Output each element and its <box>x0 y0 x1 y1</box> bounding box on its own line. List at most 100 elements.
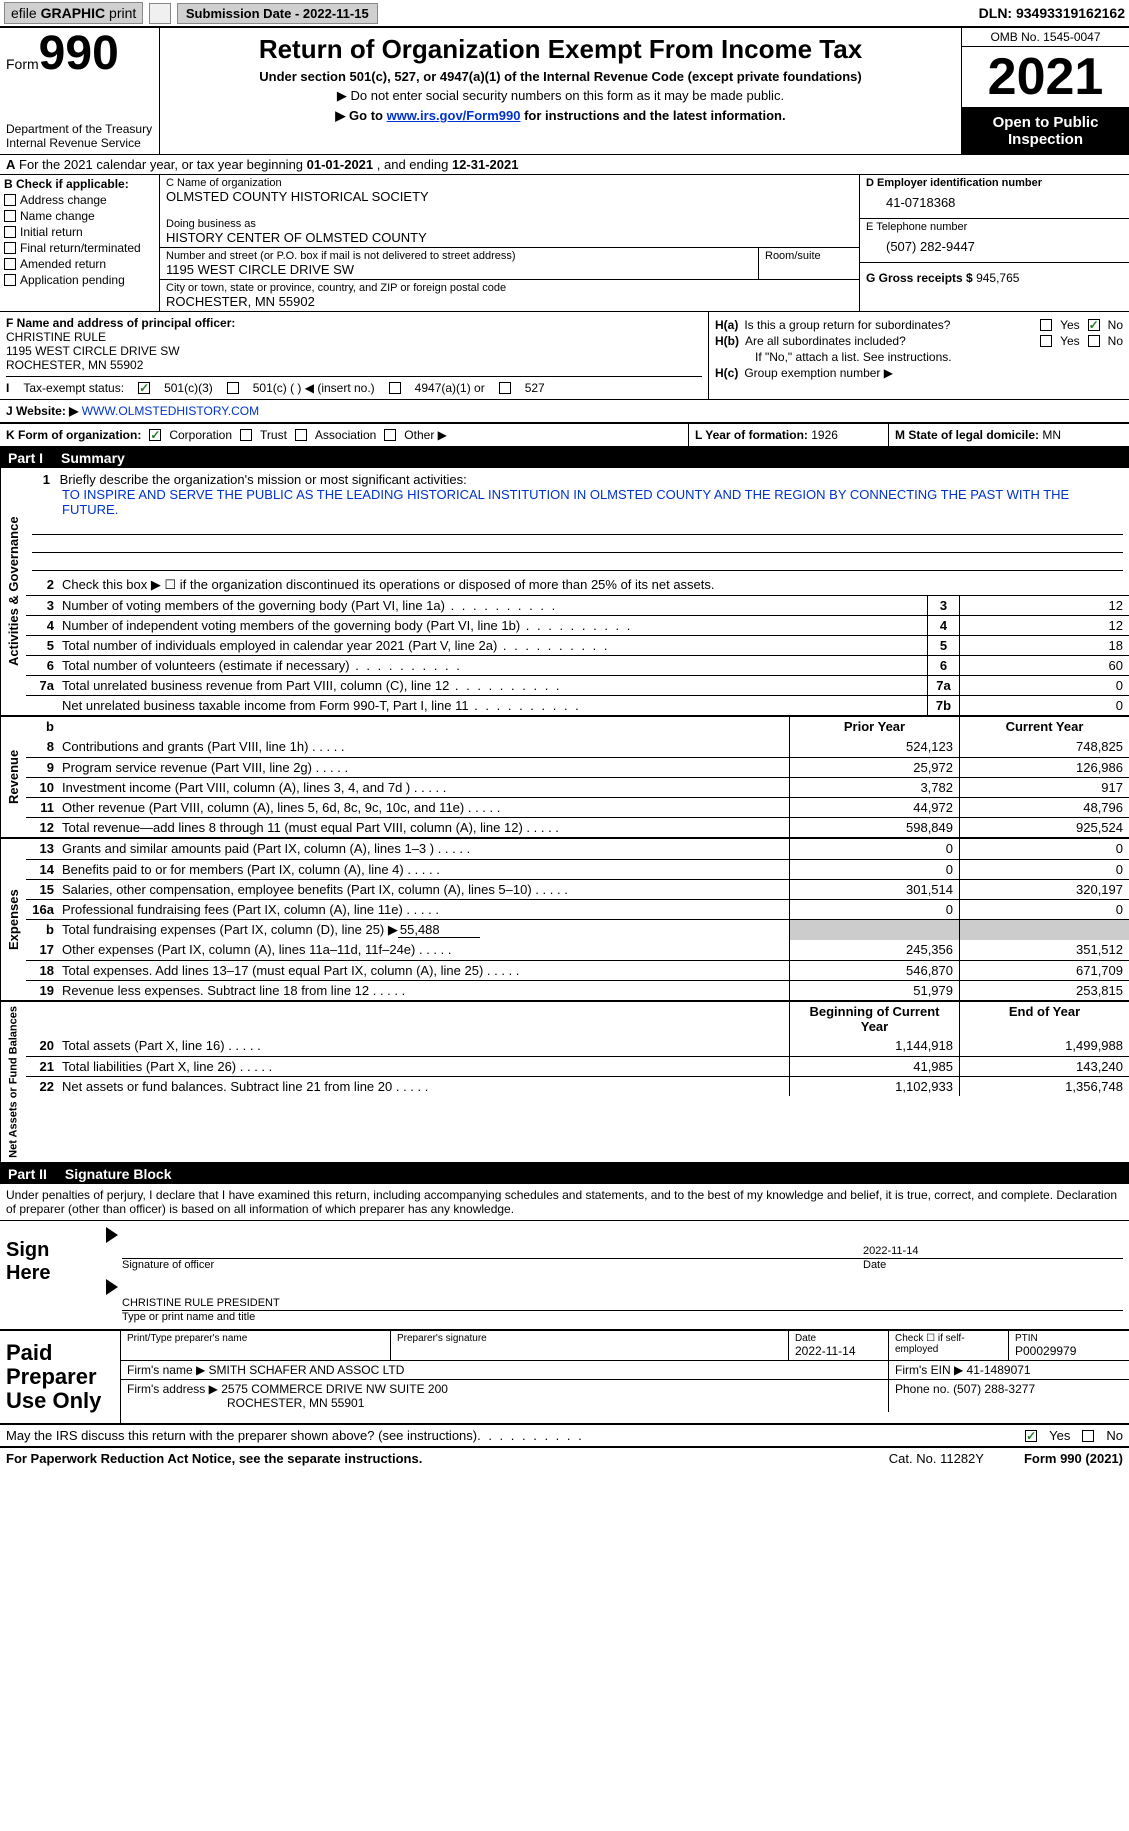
chk-501c[interactable] <box>227 382 239 394</box>
row-desc: Investment income (Part VIII, column (A)… <box>58 778 789 797</box>
chk-final-return[interactable]: Final return/terminated <box>4 241 155 255</box>
officer-typed-name: CHRISTINE RULE PRESIDENT <box>122 1297 1123 1309</box>
prep-ptin: P00029979 <box>1015 1344 1123 1358</box>
ha-no[interactable] <box>1088 319 1100 331</box>
hb-note: If "No," attach a list. See instructions… <box>755 350 952 364</box>
expenses-body: 13 Grants and similar amounts paid (Part… <box>26 839 1129 1000</box>
chk-527[interactable] <box>499 382 511 394</box>
ha-yes[interactable] <box>1040 319 1052 331</box>
sections-klm: K Form of organization: Corporation Trus… <box>0 424 1129 448</box>
data-row: 11 Other revenue (Part VIII, column (A),… <box>26 797 1129 817</box>
chk-501c3[interactable] <box>138 382 150 394</box>
mission-line1 <box>32 519 1123 535</box>
firm-ein-label: Firm's EIN ▶ <box>895 1363 963 1377</box>
i-text: Tax-exempt status: <box>23 381 124 395</box>
gov-desc: Number of independent voting members of … <box>58 616 927 635</box>
part-ii-header: Part II Signature Block <box>0 1164 1129 1184</box>
row-current: 126,986 <box>959 758 1129 777</box>
row-prior: 44,972 <box>789 798 959 817</box>
sign-arrow-2 <box>106 1279 118 1295</box>
l-val: 1926 <box>811 428 838 442</box>
revenue-label: Revenue <box>0 717 26 837</box>
governance-row: 5 Total number of individuals employed i… <box>26 635 1129 655</box>
discuss-yes[interactable] <box>1025 1430 1037 1442</box>
exp-b-pre: Total fundraising expenses (Part IX, col… <box>62 922 398 937</box>
opt-501c3: 501(c)(3) <box>164 381 213 395</box>
hb-no-lbl: No <box>1108 334 1123 348</box>
prep-print-label: Print/Type preparer's name <box>127 1333 384 1344</box>
row-current: 917 <box>959 778 1129 797</box>
expenses-grid: Expenses 13 Grants and similar amounts p… <box>0 839 1129 1002</box>
form-note-link: ▶ Go to www.irs.gov/Form990 for instruct… <box>170 108 951 124</box>
row-current: 1,499,988 <box>959 1036 1129 1056</box>
row-num: 12 <box>26 818 58 837</box>
lbl-name-change: Name change <box>20 209 95 223</box>
ha-no-lbl: No <box>1108 318 1123 332</box>
chk-address-change[interactable]: Address change <box>4 193 155 207</box>
chk-pending[interactable]: Application pending <box>4 273 155 287</box>
sign-arrow-1 <box>106 1227 118 1243</box>
dba-label: Doing business as <box>166 218 853 230</box>
netassets-body: Beginning of Current Year End of Year 20… <box>26 1002 1129 1162</box>
cell-street: Number and street (or P.O. box if mail i… <box>160 248 859 280</box>
hb-yes[interactable] <box>1040 335 1052 347</box>
row-prior: 524,123 <box>789 737 959 757</box>
governance-row: 3 Number of voting members of the govern… <box>26 595 1129 615</box>
chk-other[interactable] <box>384 429 396 441</box>
section-k: K Form of organization: Corporation Trus… <box>0 424 689 446</box>
firm-phone: (507) 288-3277 <box>953 1382 1035 1396</box>
governance-body: 1 Briefly describe the organization's mi… <box>26 468 1129 715</box>
row-num: 16a <box>26 900 58 919</box>
chk-amended[interactable]: Amended return <box>4 257 155 271</box>
discuss-dots <box>477 1428 584 1443</box>
chk-corp[interactable] <box>149 429 161 441</box>
governance-row: 6 Total number of volunteers (estimate i… <box>26 655 1129 675</box>
chk-assoc[interactable] <box>295 429 307 441</box>
h-c: H(c) Group exemption number ▶ <box>715 366 1123 380</box>
row-current: 748,825 <box>959 737 1129 757</box>
data-row: 21 Total liabilities (Part X, line 26) 4… <box>26 1056 1129 1076</box>
gov-num: 5 <box>26 636 58 655</box>
row-num: 15 <box>26 880 58 899</box>
boy-header: Beginning of Current Year <box>789 1002 959 1036</box>
prep-line-3: Firm's address ▶ 2575 COMMERCE DRIVE NW … <box>121 1380 1129 1412</box>
governance-row: 4 Number of independent voting members o… <box>26 615 1129 635</box>
expenses-label: Expenses <box>0 839 26 1000</box>
irs-link[interactable]: www.irs.gov/Form990 <box>387 108 521 123</box>
discuss-no[interactable] <box>1082 1430 1094 1442</box>
exp-b-num: b <box>26 920 58 940</box>
chk-trust[interactable] <box>240 429 252 441</box>
data-row: 9 Program service revenue (Part VIII, li… <box>26 757 1129 777</box>
officer-city: ROCHESTER, MN 55902 <box>6 358 143 372</box>
row-prior: 1,102,933 <box>789 1077 959 1096</box>
expenses-b-row: b Total fundraising expenses (Part IX, c… <box>26 919 1129 940</box>
omb-number: OMB No. 1545-0047 <box>962 28 1129 47</box>
row-prior: 546,870 <box>789 961 959 980</box>
section-d: D Employer identification number 41-0718… <box>859 175 1129 311</box>
gov-box: 5 <box>927 636 959 655</box>
opt-assoc: Association <box>315 428 376 442</box>
chk-name-change[interactable]: Name change <box>4 209 155 223</box>
chk-4947[interactable] <box>389 382 401 394</box>
k-label: K Form of organization: <box>6 428 141 442</box>
h-b-note: If "No," attach a list. See instructions… <box>715 350 1123 364</box>
print-button[interactable] <box>149 3 171 24</box>
efile-graphic: GRAPHIC <box>41 5 106 21</box>
signature-intro: Under penalties of perjury, I declare th… <box>0 1184 1129 1221</box>
hb-no[interactable] <box>1088 335 1100 347</box>
period-begin: 01-01-2021 <box>307 157 374 172</box>
preparer-label: Paid Preparer Use Only <box>0 1331 120 1424</box>
sign-here-row: Sign Here 2022-11-14 Signature of office… <box>0 1221 1129 1331</box>
footer-mid: Cat. No. 11282Y <box>889 1451 984 1466</box>
governance-row: 7a Total unrelated business revenue from… <box>26 675 1129 695</box>
firm-ein: 41-1489071 <box>967 1363 1031 1377</box>
preparer-row: Paid Preparer Use Only Print/Type prepar… <box>0 1331 1129 1426</box>
cell-phone: E Telephone number (507) 282-9447 <box>860 219 1129 263</box>
chk-initial-return[interactable]: Initial return <box>4 225 155 239</box>
sign-date-label: Date <box>863 1259 1123 1271</box>
na-header-spacer <box>58 1002 789 1036</box>
city-label: City or town, state or province, country… <box>166 282 853 294</box>
row-num: 18 <box>26 961 58 980</box>
phone-val: (507) 282-9447 <box>866 233 1123 260</box>
website-link[interactable]: WWW.OLMSTEDHISTORY.COM <box>82 404 259 418</box>
